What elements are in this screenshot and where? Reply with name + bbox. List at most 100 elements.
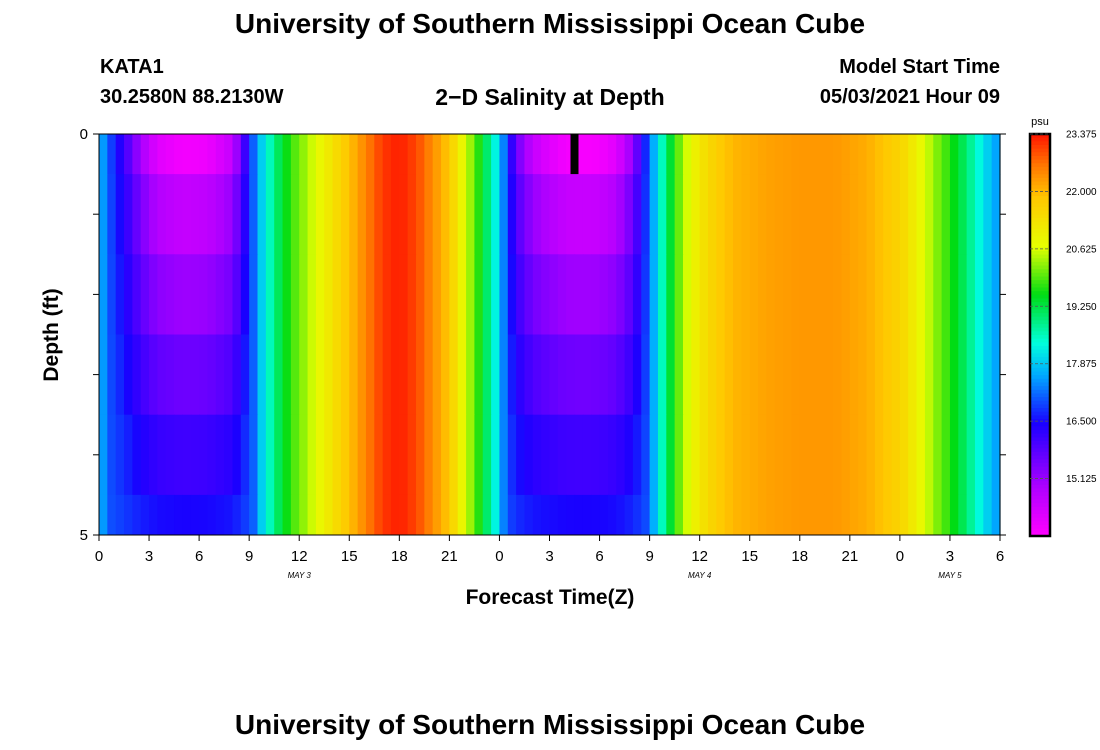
heatmap-cell xyxy=(674,334,684,416)
heatmap-cell xyxy=(532,254,542,335)
heatmap-cell xyxy=(833,134,843,175)
heatmap-cell xyxy=(257,134,267,175)
heatmap-cell xyxy=(466,494,476,536)
heatmap-cell xyxy=(624,254,634,335)
heatmap-cell xyxy=(741,134,751,175)
heatmap-cell xyxy=(174,334,184,416)
x-tick-label: 3 xyxy=(946,548,954,565)
x-tick-label: 15 xyxy=(741,548,758,565)
colorbar-cell xyxy=(1030,462,1050,468)
heatmap-cell xyxy=(858,334,868,416)
heatmap-cell xyxy=(874,494,884,536)
heatmap-cell xyxy=(983,494,993,536)
colorbar-cell xyxy=(1030,389,1050,395)
heatmap-cell xyxy=(115,414,125,496)
heatmap-cell xyxy=(916,334,926,416)
heatmap-cell xyxy=(649,334,659,416)
heatmap-cell xyxy=(224,494,234,536)
heatmap-cell xyxy=(791,174,801,255)
colorbar-cell xyxy=(1030,294,1050,300)
x-tick-label: 0 xyxy=(95,548,103,565)
x-tick-label: 0 xyxy=(495,548,503,565)
heatmap-cell xyxy=(791,134,801,175)
heatmap-cell xyxy=(557,334,567,416)
heatmap-cell xyxy=(774,134,784,175)
heatmap-cell xyxy=(674,254,684,335)
heatmap-cell xyxy=(858,174,868,255)
x-axis-label: Forecast Time(Z) xyxy=(466,586,635,609)
colorbar-cell xyxy=(1030,488,1050,493)
heatmap-cell xyxy=(866,134,876,175)
heatmap-cell xyxy=(958,254,968,335)
colorbar-cell xyxy=(1030,313,1050,318)
heatmap-cell xyxy=(582,494,592,536)
colorbar-cell xyxy=(1030,440,1050,446)
heatmap-cell xyxy=(933,254,943,335)
heatmap-cell xyxy=(591,134,601,175)
heatmap-cell xyxy=(357,134,367,175)
colorbar-cell xyxy=(1030,426,1050,431)
heatmap-cell xyxy=(641,494,651,536)
heatmap-cell xyxy=(449,254,459,335)
heatmap-cell xyxy=(983,334,993,416)
heatmap-cell xyxy=(733,174,742,255)
heatmap-cell xyxy=(924,414,934,496)
heatmap-cell xyxy=(466,134,476,175)
colorbar-cell xyxy=(1030,532,1050,537)
heatmap-cell xyxy=(816,414,826,496)
heatmap-cell xyxy=(507,334,517,416)
heatmap-cell xyxy=(574,494,584,536)
y-tick-label: 5 xyxy=(80,527,88,544)
heatmap-cell xyxy=(741,334,751,416)
heatmap-cell xyxy=(741,254,751,335)
heatmap-cell xyxy=(733,494,742,536)
heatmap-cell xyxy=(324,134,334,175)
heatmap-cell xyxy=(541,254,551,335)
heatmap-cell xyxy=(883,334,893,416)
heatmap-cell xyxy=(841,174,851,255)
heatmap-cell xyxy=(265,334,275,416)
colorbar-cell xyxy=(1030,514,1050,519)
colorbar-cell xyxy=(1030,503,1050,508)
colorbar-cell xyxy=(1030,473,1050,479)
heatmap-cell xyxy=(441,254,450,335)
heatmap-cell xyxy=(799,254,809,335)
heatmap-cell xyxy=(474,494,484,536)
heatmap-cell xyxy=(933,414,943,496)
heatmap-cell xyxy=(107,254,117,335)
heatmap-cell xyxy=(407,494,417,536)
heatmap-cell xyxy=(290,134,300,175)
heatmap-cell xyxy=(799,334,809,416)
colorbar-cell xyxy=(1030,283,1050,289)
heatmap-cell xyxy=(399,494,409,536)
colorbar-cell xyxy=(1030,470,1050,475)
heatmap-cell xyxy=(390,174,400,255)
x-tick-label: 3 xyxy=(545,548,553,565)
heatmap-cell xyxy=(699,334,709,416)
heatmap-cell xyxy=(307,414,317,496)
heatmap-cell xyxy=(524,494,534,536)
heatmap-cell xyxy=(591,174,601,255)
heatmap-cell xyxy=(224,334,234,416)
heatmap-cell xyxy=(966,254,976,335)
heatmap-cell xyxy=(441,134,450,175)
heatmap-cell xyxy=(357,494,367,536)
heatmap-cell xyxy=(299,174,309,255)
colorbar-cell xyxy=(1030,221,1050,226)
heatmap-cell xyxy=(699,414,709,496)
heatmap-cell xyxy=(365,494,375,536)
heatmap-cell xyxy=(407,334,417,416)
colorbar-cell xyxy=(1030,144,1050,150)
heatmap-cell xyxy=(791,254,801,335)
heatmap-cell xyxy=(833,174,843,255)
heatmap-cell xyxy=(891,174,901,255)
heatmap-cell xyxy=(332,494,342,536)
heatmap-cell xyxy=(240,414,250,496)
heatmap-cell xyxy=(908,134,918,175)
heatmap-cell xyxy=(749,174,759,255)
heatmap-cell xyxy=(849,254,859,335)
colorbar-tick-label: 22.000 xyxy=(1066,187,1097,198)
heatmap-cell xyxy=(416,254,425,335)
colorbar-cell xyxy=(1030,510,1050,515)
heatmap-cell xyxy=(432,174,442,255)
